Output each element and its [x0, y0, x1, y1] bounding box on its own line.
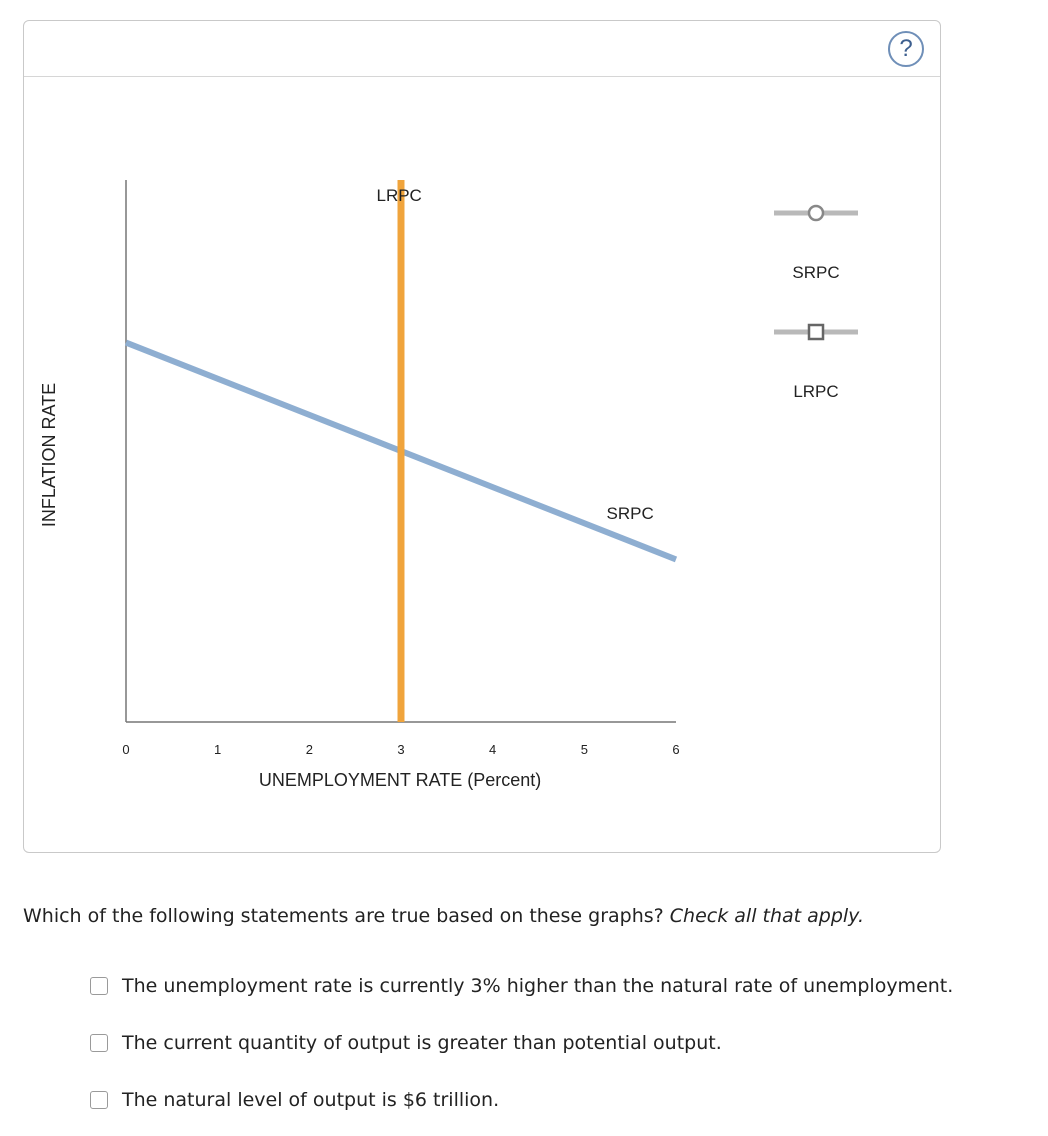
x-tick-label-5: 5	[581, 742, 588, 757]
legend-srpc-label: SRPC	[792, 263, 839, 282]
x-tick-label-1: 1	[214, 742, 221, 757]
lrpc-curve-label: LRPC	[376, 186, 421, 205]
x-tick-label-2: 2	[306, 742, 313, 757]
option-2[interactable]: The current quantity of output is greate…	[90, 1032, 722, 1054]
legend-lrpc-marker-icon[interactable]	[807, 323, 825, 341]
option-2-label: The current quantity of output is greate…	[122, 1032, 722, 1054]
option-3[interactable]: The natural level of output is $6 trilli…	[90, 1089, 499, 1111]
help-icon[interactable]: ?	[888, 31, 924, 67]
question-instruction: Check all that apply.	[669, 905, 864, 927]
option-3-checkbox[interactable]	[90, 1091, 108, 1109]
phillips-curve-chart: 0 1 2 3 4 5 6 UNEMPLOYMENT RATE (Percent) INFLA…	[39, 180, 858, 790]
legend-srpc-marker-icon[interactable]	[807, 204, 825, 222]
legend-lrpc-label: LRPC	[793, 382, 838, 401]
x-tick-label-0: 0	[122, 742, 129, 757]
x-tick-labels: 0 1 2 3 4 5 6	[122, 742, 679, 757]
srpc-curve-label: SRPC	[607, 504, 654, 523]
chart-legend[interactable]: SRPC LRPC	[774, 204, 858, 401]
x-axis-label: UNEMPLOYMENT RATE (Percent)	[259, 770, 541, 790]
option-2-checkbox[interactable]	[90, 1034, 108, 1052]
graph-panel: ?	[23, 20, 941, 853]
y-axis-label: INFLATION RATE	[39, 383, 59, 527]
x-tick-label-4: 4	[489, 742, 496, 757]
question-prompt: Which of the following statements are tr…	[23, 905, 864, 927]
question-text: Which of the following statements are tr…	[23, 905, 664, 927]
x-tick-label-6: 6	[672, 742, 679, 757]
chart-series[interactable]	[124, 180, 678, 722]
x-tick-label-3: 3	[397, 742, 404, 757]
option-1-checkbox[interactable]	[90, 977, 108, 995]
graph-panel-header: ?	[24, 21, 940, 77]
option-1-label: The unemployment rate is currently 3% hi…	[122, 975, 954, 997]
option-3-label: The natural level of output is $6 trilli…	[122, 1089, 500, 1111]
chart-labels: UNEMPLOYMENT RATE (Percent) INFLATION RAT…	[39, 186, 654, 790]
option-1[interactable]: The unemployment rate is currently 3% hi…	[90, 975, 953, 997]
